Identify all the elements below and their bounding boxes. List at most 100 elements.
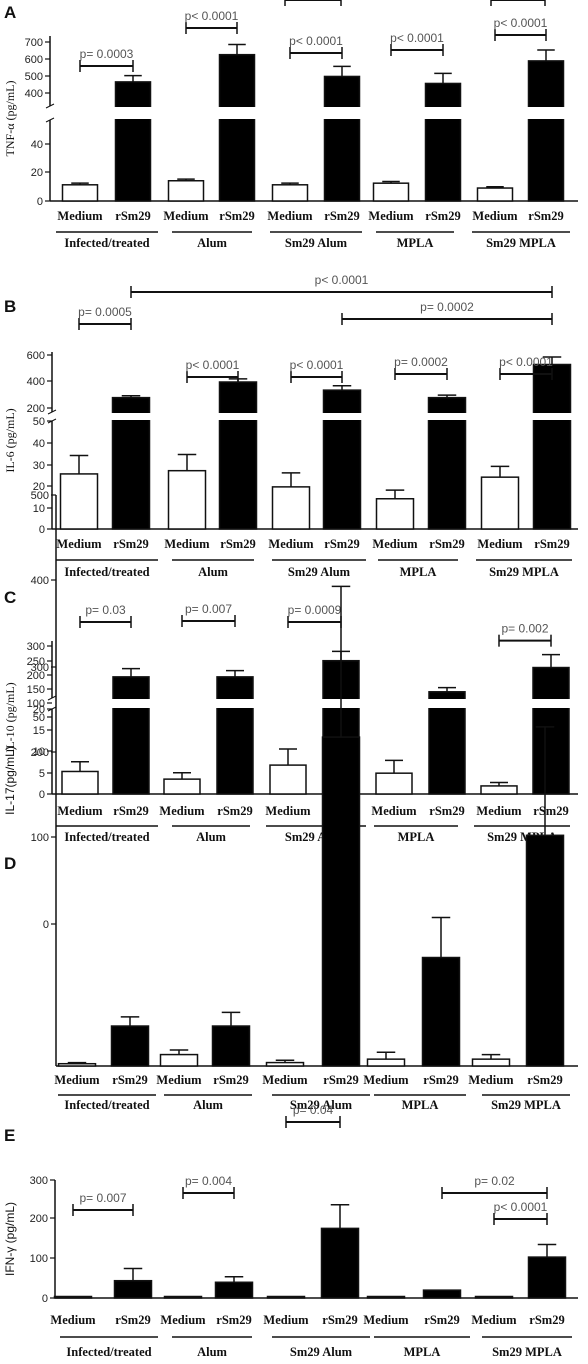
panel-b-p-value-label: p= 0.0002 xyxy=(420,300,474,314)
panel-d-group-label: Infected/treated xyxy=(64,1098,149,1112)
panel-d-bar-mpla-rsm29 xyxy=(421,956,461,1067)
panel-d-y-axis-label: IL-17(pg/mL) xyxy=(3,746,17,815)
panel-a-p-value-label: p< 0.0001 xyxy=(289,34,343,48)
panel-b-y-tick-label: 40 xyxy=(33,438,45,450)
panel-b-y-tick-label: 0 xyxy=(39,524,45,536)
panel-a-bar-sm29-alum-medium xyxy=(271,184,309,202)
panel-c-y-tick-label: 10 xyxy=(33,746,45,758)
panel-c-category-label: rSm29 xyxy=(533,804,568,818)
panel-a-bar-infected-treated-medium xyxy=(61,184,99,202)
panel-c-bar-sm29-mpla-rsm29 xyxy=(532,666,570,795)
panel-e-bar-alum-rsm29 xyxy=(214,1281,254,1299)
panel-c-bar-sm29-mpla-medium xyxy=(480,785,518,795)
panel-b-category-label: Medium xyxy=(56,537,102,551)
panel-a-letter: A xyxy=(4,3,16,22)
panel-e-p-value-label: p= 0.04 xyxy=(293,1103,334,1117)
panel-a-group-label: MPLA xyxy=(397,236,434,250)
panel-d-category-label: Medium xyxy=(468,1073,514,1087)
panel-e-y-tick-label: 100 xyxy=(30,1253,48,1265)
panel-d-letter: D xyxy=(4,854,16,873)
panel-b-y-tick-label: 600 xyxy=(27,350,45,362)
panel-c-group-label: MPLA xyxy=(398,830,435,844)
panel-b-bar-sm29-mpla-medium xyxy=(480,476,520,530)
panel-d-y-tick-label: 500 xyxy=(31,490,49,502)
panel-a-p-value-label: p< 0.0001 xyxy=(494,16,548,30)
panel-c-bar-break-gap xyxy=(216,699,254,708)
panel-a-p-value-label: p= 0.0003 xyxy=(80,47,134,61)
panel-e-bar-sm29-mpla-medium xyxy=(474,1295,514,1299)
panel-a-bar-alum-medium xyxy=(167,180,205,202)
panel-c-category-label: Medium xyxy=(476,804,522,818)
panel-d-group-label: MPLA xyxy=(402,1098,439,1112)
panel-d-y-tick-label: 0 xyxy=(43,919,49,931)
panel-c-y-tick-label: 5 xyxy=(39,768,45,780)
panel-c-bar-break-gap xyxy=(532,699,570,708)
panel-b-y-tick-label: 400 xyxy=(27,376,45,388)
panel-e-category-label: rSm29 xyxy=(322,1313,357,1327)
panel-b-bar-mpla-medium xyxy=(375,498,415,530)
panel-c-category-label: Medium xyxy=(159,804,205,818)
panel-b-group-label: Sm29 MPLA xyxy=(489,565,559,579)
panel-d-category-label: rSm29 xyxy=(112,1073,147,1087)
panel-b-letter: B xyxy=(4,297,16,316)
panel-d-category-label: Medium xyxy=(262,1073,308,1087)
panel-a-category-label: Medium xyxy=(368,209,414,223)
panel-a-y-tick-label: 700 xyxy=(25,37,43,49)
panel-e-y-tick-label: 0 xyxy=(42,1293,48,1305)
panel-b-p-value-label: p= 0.0005 xyxy=(78,305,132,319)
panel-e-letter: E xyxy=(4,1126,15,1145)
panel-a-bar-sm29-mpla-medium xyxy=(476,187,514,202)
panel-e-category-label: Medium xyxy=(471,1313,517,1327)
panel-c-letter: C xyxy=(4,588,16,607)
panel-b-y-tick-label: 30 xyxy=(33,460,45,472)
panel-a-category-label: rSm29 xyxy=(425,209,460,223)
panel-c-y-tick-label: 50 xyxy=(33,712,45,724)
panel-c-bar-alum-medium xyxy=(163,778,201,795)
panel-a-bar-break-gap xyxy=(114,107,152,119)
panel-b-group-label: Sm29 Alum xyxy=(288,565,351,579)
panel-e-y-tick-label: 200 xyxy=(30,1213,48,1225)
panel-a-bar-mpla-medium xyxy=(372,182,410,202)
panel-e-category-label: rSm29 xyxy=(115,1313,150,1327)
panel-b-y-axis-label: IL-6 (pg/mL) xyxy=(3,408,17,472)
panel-b-bar-alum-rsm29 xyxy=(218,381,258,530)
panel-a-y-tick-label: 0 xyxy=(37,196,43,208)
panel-c-y-tick-label: 200 xyxy=(27,670,45,682)
panel-c-bar-alum-rsm29 xyxy=(216,676,254,795)
panel-b-category-label: Medium xyxy=(164,537,210,551)
panel-d-group-label: Sm29 MPLA xyxy=(491,1098,561,1112)
panel-a-category-label: rSm29 xyxy=(324,209,359,223)
panel-a-group-label: Infected/treated xyxy=(64,236,149,250)
panel-b-axis-break xyxy=(47,409,57,415)
panel-b-group-label: Alum xyxy=(198,565,228,579)
panel-d-y-tick-label: 400 xyxy=(31,575,49,587)
panel-d-category-label: Medium xyxy=(363,1073,409,1087)
panel-e-group-label: Sm29 Alum xyxy=(290,1345,353,1359)
panel-a-category-label: rSm29 xyxy=(528,209,563,223)
panel-b-bar-sm29-alum-medium xyxy=(271,486,311,530)
panel-e-group-label: Sm29 MPLA xyxy=(492,1345,562,1359)
panel-e-bar-infected-treated-medium xyxy=(53,1295,93,1299)
panel-a-y-tick-label: 40 xyxy=(31,139,43,151)
panel-d-bar-sm29-alum-medium xyxy=(265,1061,305,1067)
panel-b-category-label: Medium xyxy=(477,537,523,551)
panel-a-y-tick-label: 600 xyxy=(25,54,43,66)
panel-c-y-tick-label: 100 xyxy=(27,698,45,710)
panel-e-p-value-label: p< 0.0001 xyxy=(494,1200,548,1214)
panel-d-y-tick-label: 200 xyxy=(31,747,49,759)
panel-b-group-label: MPLA xyxy=(400,565,437,579)
panel-b-bar-break-gap xyxy=(532,413,572,420)
panel-e-bar-mpla-rsm29 xyxy=(422,1289,462,1299)
panel-a-bar-break-gap xyxy=(424,107,462,119)
panel-a-y-axis-label: TNF-α (pg/mL) xyxy=(3,81,17,157)
panel-c-y-tick-label: 150 xyxy=(27,684,45,696)
panel-c-p-value-label: p= 0.0009 xyxy=(288,603,342,617)
panel-b-category-label: rSm29 xyxy=(534,537,569,551)
panel-a-bar-sm29-alum-rsm29 xyxy=(323,75,361,202)
panel-c-y-tick-label: 15 xyxy=(33,725,45,737)
panel-e-category-label: Medium xyxy=(50,1313,96,1327)
panel-c-p-value-label: p= 0.002 xyxy=(501,622,548,636)
panel-b-bar-break-gap xyxy=(427,413,467,420)
panel-d-bar-alum-rsm29 xyxy=(211,1025,251,1067)
